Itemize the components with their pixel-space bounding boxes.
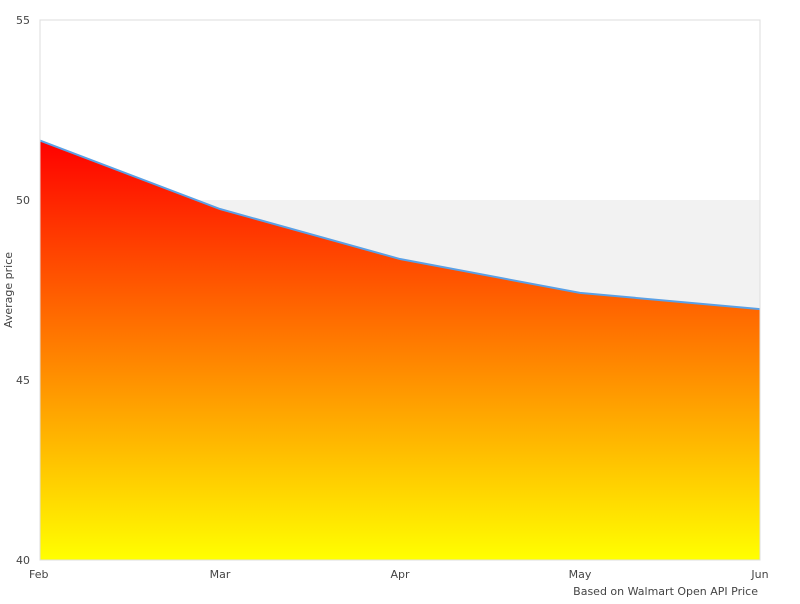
x-tick-label: Mar <box>210 568 231 581</box>
x-tick-label: Feb <box>29 568 48 581</box>
series-line <box>39 139 761 311</box>
y-tick-label: 40 <box>16 554 30 567</box>
y-tick-label: 55 <box>16 14 30 27</box>
x-tick-label: May <box>569 568 592 581</box>
area-fill <box>40 140 760 560</box>
x-tick-label: Apr <box>390 568 410 581</box>
chart-caption: Based on Walmart Open API Price <box>573 585 758 598</box>
y-axis-label: Average price <box>2 252 15 328</box>
x-tick-label: Jun <box>750 568 768 581</box>
y-tick-label: 50 <box>16 194 30 207</box>
plot-border <box>39 19 761 561</box>
y-tick-label: 45 <box>16 374 30 387</box>
